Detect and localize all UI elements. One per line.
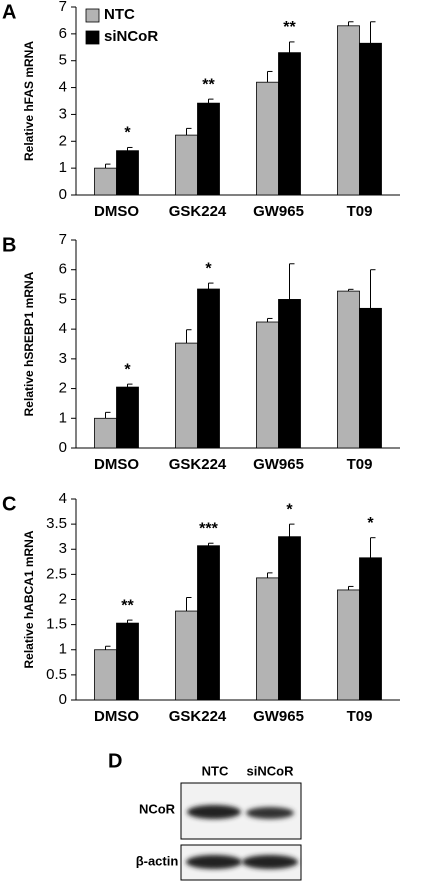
legend-label: NTC	[104, 6, 135, 23]
legend-swatch	[85, 30, 100, 45]
x-tick-label: GW965	[253, 708, 304, 725]
x-tick-label: GSK224	[169, 456, 227, 473]
panel-letter: A	[2, 1, 16, 23]
bar	[94, 417, 117, 449]
bar	[359, 42, 382, 196]
bar	[256, 321, 279, 449]
blot-row-label: β-actin	[136, 853, 179, 868]
y-tick-label: 0	[59, 186, 67, 203]
y-tick-label: 5	[59, 290, 67, 307]
bar	[359, 307, 382, 449]
y-tick-label: 2	[59, 590, 67, 607]
bar	[278, 52, 301, 196]
bar	[175, 134, 198, 196]
bar	[197, 545, 220, 701]
y-tick-label: 4	[59, 79, 67, 96]
x-tick-label: GW965	[253, 203, 304, 220]
y-tick-label: 3.5	[46, 515, 67, 532]
bar	[175, 610, 198, 701]
y-tick-label: 2	[59, 380, 67, 397]
blot-column-label: NTC	[202, 763, 229, 778]
bar	[278, 299, 301, 449]
x-tick-label: GSK224	[169, 708, 227, 725]
y-axis-title: Relative hFAS mRNA	[22, 41, 36, 161]
significance-mark: **	[283, 19, 296, 36]
y-axis-title: Relative hSREBP1 mRNA	[22, 271, 36, 416]
significance-mark: *	[367, 515, 374, 532]
significance-mark: **	[121, 597, 134, 614]
y-tick-label: 7	[59, 0, 67, 15]
y-tick-label: 1	[59, 159, 67, 176]
y-tick-label: 5	[59, 52, 67, 69]
y-tick-label: 3	[59, 105, 67, 122]
y-tick-label: 3	[59, 540, 67, 557]
legend-label: siNCoR	[104, 28, 158, 45]
x-tick-label: T09	[347, 456, 373, 473]
x-tick-label: GW965	[253, 456, 304, 473]
y-tick-label: 2	[59, 132, 67, 149]
x-tick-label: T09	[347, 203, 373, 220]
y-tick-label: 0	[59, 439, 67, 456]
bar	[278, 536, 301, 701]
bar	[94, 649, 117, 701]
significance-mark: *	[124, 125, 131, 142]
y-tick-label: 2.5	[46, 565, 67, 582]
bar	[116, 150, 139, 196]
significance-mark: *	[205, 260, 212, 277]
panel-letter: D	[108, 750, 122, 772]
bar	[256, 81, 279, 196]
y-tick-label: 0.5	[46, 666, 67, 683]
bar	[116, 386, 139, 449]
bar	[94, 167, 117, 196]
panel-letter: B	[2, 234, 16, 256]
y-tick-label: 4	[59, 320, 67, 337]
y-tick-label: 1	[59, 409, 67, 426]
y-tick-label: 1.5	[46, 616, 67, 633]
y-axis-title: Relative hABCA1 mRNA	[22, 530, 36, 668]
y-tick-label: 1	[59, 641, 67, 658]
y-tick-label: 3	[59, 350, 67, 367]
x-tick-label: T09	[347, 708, 373, 725]
blot-column-label: siNCoR	[247, 763, 295, 778]
y-tick-label: 7	[59, 231, 67, 248]
bar	[116, 622, 139, 701]
y-tick-label: 6	[59, 261, 67, 278]
bar	[359, 557, 382, 701]
bar	[197, 288, 220, 449]
bar	[337, 290, 360, 449]
significance-mark: **	[202, 76, 215, 93]
blot-band	[187, 805, 241, 819]
significance-mark: *	[286, 501, 293, 518]
bar	[175, 342, 198, 449]
bar	[337, 589, 360, 701]
blot-band	[242, 855, 298, 869]
bar	[337, 25, 360, 196]
significance-mark: ***	[199, 520, 218, 537]
blot-band	[186, 855, 242, 869]
y-tick-label: 6	[59, 25, 67, 42]
y-tick-label: 0	[59, 691, 67, 708]
bar	[197, 102, 220, 196]
bar	[256, 577, 279, 701]
blot-row-label: NCoR	[139, 801, 176, 816]
x-tick-label: DMSO	[94, 708, 139, 725]
x-tick-label: GSK224	[169, 203, 227, 220]
significance-mark: *	[124, 361, 131, 378]
legend-swatch	[85, 8, 100, 23]
y-tick-label: 4	[59, 490, 67, 507]
panel-letter: C	[2, 493, 16, 515]
blot-band	[246, 807, 294, 819]
x-tick-label: DMSO	[94, 203, 139, 220]
x-tick-label: DMSO	[94, 456, 139, 473]
